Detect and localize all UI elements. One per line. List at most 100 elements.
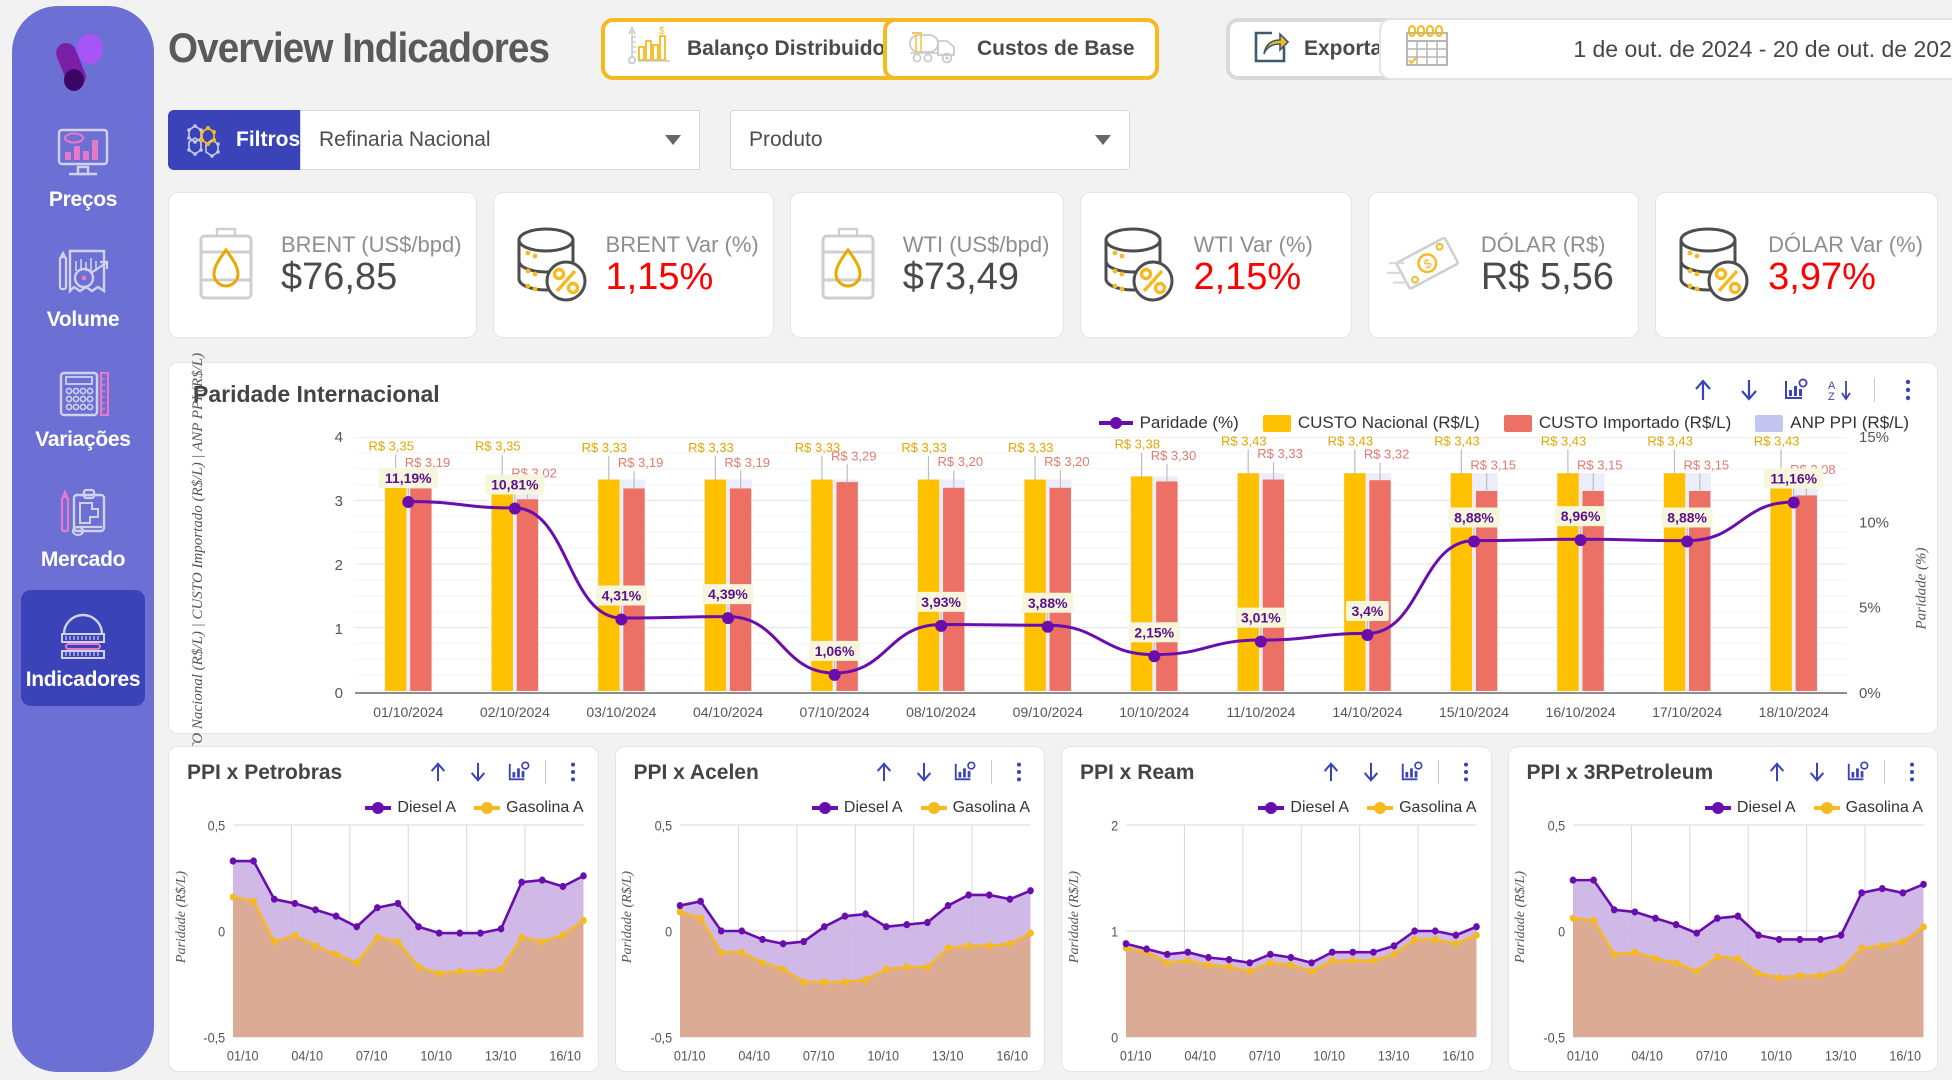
up-arrow-icon[interactable] <box>425 759 451 785</box>
mini-chart-toolbar <box>425 759 586 785</box>
sidebar-item-volume[interactable]: Volume <box>21 230 145 346</box>
legend-item-custo-nacional[interactable]: CUSTO Nacional (R$/L) <box>1262 413 1480 433</box>
kpi-value: 2,15% <box>1193 255 1302 298</box>
kpi-card-brent: BRENT (US$/bpd) $76,85 <box>168 192 477 338</box>
more-options-icon[interactable] <box>1006 759 1032 785</box>
more-options-icon[interactable] <box>1899 759 1925 785</box>
sidebar-item-label: Volume <box>46 307 120 331</box>
down-arrow-icon[interactable] <box>465 759 491 785</box>
ppi-acelen-card: PPI x Acelen Diesel A Gasolina A Paridad… <box>614 746 1045 1072</box>
chart-legend: Paridade (%) CUSTO Nacional (R$/L) CUSTO… <box>1098 413 1909 433</box>
svg-text:5%: 5% <box>1859 600 1881 617</box>
refinaria-dropdown[interactable]: Refinaria Nacional <box>300 110 700 170</box>
chart-settings-icon[interactable] <box>505 759 531 785</box>
svg-text:16/10/2024: 16/10/2024 <box>1546 704 1616 720</box>
more-options-icon[interactable] <box>560 759 586 785</box>
sidebar-item-label: Indicadores <box>25 667 141 691</box>
oil-barrel-icon <box>805 219 891 311</box>
down-arrow-icon[interactable] <box>911 759 937 785</box>
molecule-icon <box>182 117 228 164</box>
svg-text:$: $ <box>1421 256 1434 272</box>
svg-text:04/10/2024: 04/10/2024 <box>693 704 763 720</box>
svg-text:0: 0 <box>335 685 343 702</box>
custos-de-base-button[interactable]: Custos de Base <box>883 18 1159 80</box>
svg-text:16/10: 16/10 <box>1442 1048 1474 1064</box>
legend-line-swatch <box>365 802 392 814</box>
svg-text:01/10: 01/10 <box>1120 1048 1152 1064</box>
legend-item-paridade[interactable]: Paridade (%) <box>1098 413 1239 433</box>
up-arrow-icon[interactable] <box>871 759 897 785</box>
mini-chart-plot: 0 1 2 01/10 04/10 07/10 10/10 13/10 16/10 <box>1111 818 1480 1063</box>
legend-item-diesel[interactable]: Diesel A <box>1704 799 1796 817</box>
legend-item-anp-ppi[interactable]: ANP PPI (R$/L) <box>1755 413 1909 433</box>
kpi-label: WTI (US$/bpd) <box>902 231 1050 257</box>
mini-chart-y-label: Paridade (R$/L) <box>1513 870 1529 964</box>
legend-item-gasolina[interactable]: Gasolina A <box>920 799 1030 817</box>
svg-text:16/10: 16/10 <box>1889 1048 1921 1064</box>
legend-item-diesel[interactable]: Diesel A <box>1258 799 1349 817</box>
chart-settings-icon[interactable] <box>1844 759 1870 785</box>
svg-text:13/10: 13/10 <box>485 1048 517 1064</box>
kpi-label: WTI Var (%) <box>1193 231 1313 257</box>
date-range-picker[interactable]: 1 de out. de 2024 - 20 de out. de 2024 <box>1379 18 1952 80</box>
more-options-icon[interactable] <box>1895 377 1921 403</box>
kpi-label: DÓLAR Var (%) <box>1768 231 1923 257</box>
up-arrow-icon[interactable] <box>1764 759 1790 785</box>
sidebar-item-label: Variações <box>35 427 131 451</box>
svg-text:04/10: 04/10 <box>738 1048 770 1064</box>
svg-text:10/10: 10/10 <box>420 1048 452 1064</box>
oil-barrel-icon <box>183 219 269 311</box>
kpi-value: 3,97% <box>1768 255 1876 298</box>
svg-text:07/10: 07/10 <box>802 1048 834 1064</box>
legend-line-swatch <box>474 802 501 814</box>
balanco-label: Balanço Distribuidoras <box>687 37 917 60</box>
sidebar-item-variacoes[interactable]: Variações <box>21 350 145 466</box>
chevron-down-icon[interactable] <box>665 135 681 145</box>
down-arrow-icon[interactable] <box>1358 759 1384 785</box>
chart-settings-icon[interactable] <box>951 759 977 785</box>
calendar-icon <box>1399 22 1455 77</box>
legend-label: Gasolina A <box>506 799 584 816</box>
legend-label: Diesel A <box>397 799 457 816</box>
svg-text:07/10: 07/10 <box>1695 1048 1727 1064</box>
chevron-down-icon[interactable] <box>1095 135 1111 145</box>
legend-label: CUSTO Nacional (R$/L) <box>1297 413 1480 432</box>
mini-charts-row: PPI x Petrobras Diesel A Gasolina A Pari… <box>168 746 1938 1072</box>
sidebar-item-mercado[interactable]: Mercado <box>21 470 145 586</box>
mini-chart-toolbar <box>871 759 1032 785</box>
sidebar-item-indicadores[interactable]: Indicadores <box>21 590 145 706</box>
legend-item-gasolina[interactable]: Gasolina A <box>474 799 584 817</box>
legend-item-diesel[interactable]: Diesel A <box>811 799 903 817</box>
svg-text:10/10: 10/10 <box>1760 1048 1792 1064</box>
sort-az-icon[interactable]: A Z <box>1828 377 1854 403</box>
kpi-value: $76,85 <box>281 255 398 298</box>
filtros-button[interactable]: Filtros <box>168 110 300 170</box>
legend-item-gasolina[interactable]: Gasolina A <box>1367 799 1477 817</box>
sidebar: Preços Volume <box>12 6 154 1072</box>
chart-title: Paridade Internacional <box>193 381 440 407</box>
divider <box>991 760 992 784</box>
legend-label: Gasolina A <box>1399 799 1477 816</box>
chart-toolbar: A Z <box>1690 377 1921 403</box>
legend-item-custo-importado[interactable]: CUSTO Importado (R$/L) <box>1503 413 1731 433</box>
up-arrow-icon[interactable] <box>1318 759 1344 785</box>
mini-chart-toolbar <box>1764 759 1925 785</box>
up-arrow-icon[interactable] <box>1690 377 1716 403</box>
down-arrow-icon[interactable] <box>1804 759 1830 785</box>
chart-settings-icon[interactable] <box>1398 759 1424 785</box>
chart-settings-icon[interactable] <box>1782 377 1808 403</box>
down-arrow-icon[interactable] <box>1736 377 1762 403</box>
kpi-value: 1,15% <box>605 255 714 298</box>
svg-text:03/10/2024: 03/10/2024 <box>586 704 656 720</box>
clipboard-pencil-icon <box>52 485 114 543</box>
legend-item-diesel[interactable]: Diesel A <box>365 799 456 817</box>
mini-chart-title: PPI x 3RPetroleum <box>1526 761 1714 784</box>
more-options-icon[interactable] <box>1453 759 1479 785</box>
produto-dropdown[interactable]: Produto <box>730 110 1130 170</box>
divider <box>544 760 546 784</box>
sidebar-item-precos[interactable]: Preços <box>21 110 145 226</box>
legend-item-gasolina[interactable]: Gasolina A <box>1813 799 1923 817</box>
svg-text:0,5: 0,5 <box>654 818 672 834</box>
mini-chart-title: PPI x Petrobras <box>187 761 343 784</box>
svg-text:16/10: 16/10 <box>996 1048 1028 1064</box>
